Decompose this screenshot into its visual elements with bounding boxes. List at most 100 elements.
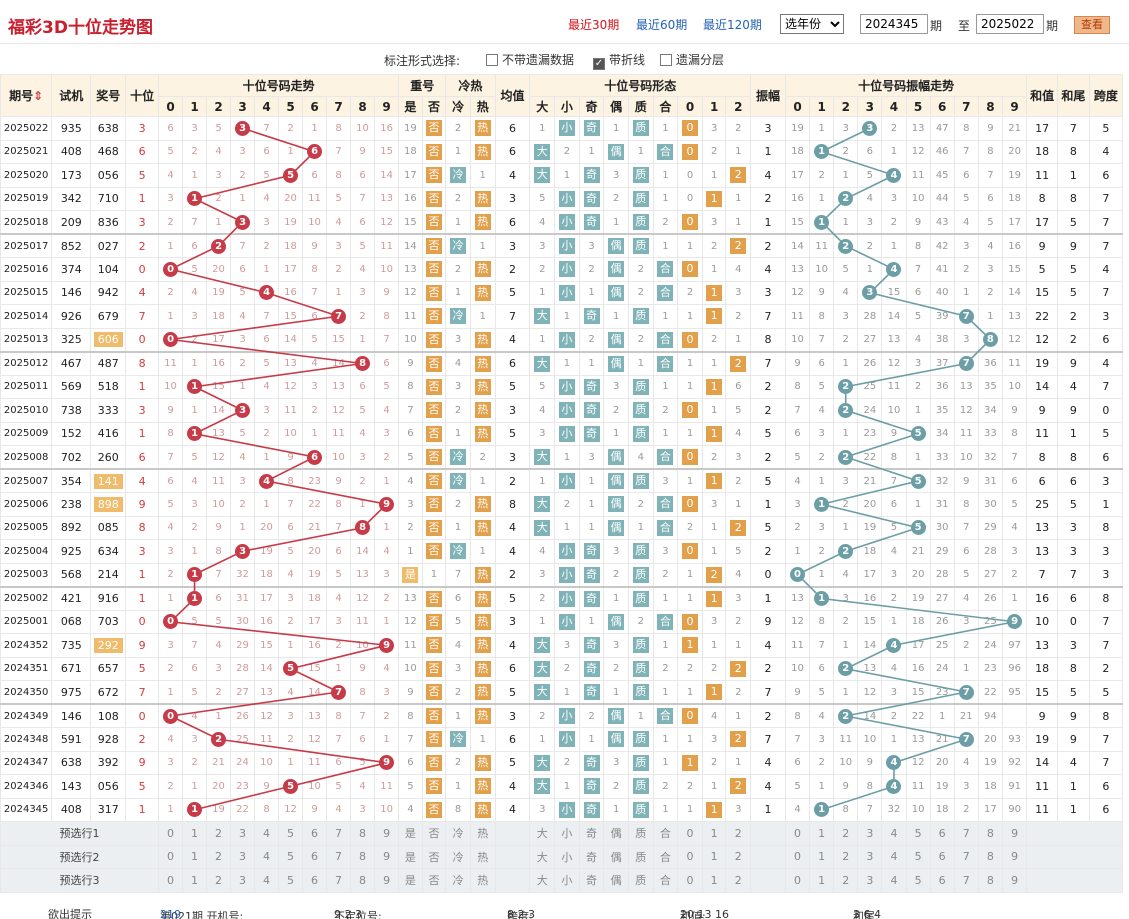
preselect-digit[interactable]: 3 <box>230 868 256 893</box>
preselect-amp-digit[interactable]: 8 <box>977 844 1003 869</box>
preselect-opt[interactable]: 奇 <box>578 844 605 869</box>
preselect-opt[interactable]: 热 <box>469 868 496 893</box>
preselect-amp-digit[interactable]: 2 <box>833 821 859 846</box>
preselect-opt[interactable]: 大 <box>529 868 556 893</box>
preselect-opt[interactable]: 热 <box>469 844 496 869</box>
preselect-digit[interactable]: 3 <box>230 821 256 846</box>
preselect-amp-digit[interactable]: 9 <box>1001 868 1028 893</box>
preselect-amp-digit[interactable]: 3 <box>857 844 883 869</box>
preselect-opt[interactable]: 否 <box>421 868 447 893</box>
to-issue-input[interactable] <box>976 14 1044 34</box>
preselect-opt[interactable]: 2 <box>725 821 752 846</box>
preselect-amp-digit[interactable]: 8 <box>977 868 1003 893</box>
preselect-opt[interactable]: 热 <box>469 821 496 846</box>
preselect-digit[interactable]: 1 <box>182 821 208 846</box>
preselect-amp-digit[interactable]: 1 <box>809 844 835 869</box>
preselect-opt[interactable]: 合 <box>652 844 679 869</box>
preselect-opt[interactable]: 小 <box>554 868 580 893</box>
preselect-opt[interactable]: 奇 <box>578 868 605 893</box>
preselect-opt[interactable]: 否 <box>421 844 447 869</box>
preselect-amp-digit[interactable]: 0 <box>784 868 811 893</box>
preselect-amp-digit[interactable]: 1 <box>809 868 835 893</box>
preselect-row[interactable]: 预选行3 0 1 2 3 4 5 6 7 8 9 是否冷热大小奇偶质合 0 1 2 0 1 2 3 4 5 6 7 8 9 <box>0 868 1123 893</box>
preselect-amp-digit[interactable]: 6 <box>929 821 955 846</box>
preselect-digit[interactable]: 5 <box>278 844 304 869</box>
preselect-digit[interactable]: 2 <box>206 844 232 869</box>
preselect-digit[interactable]: 0 <box>158 868 184 893</box>
preselect-amp-digit[interactable]: 9 <box>1001 844 1028 869</box>
line-checkbox[interactable]: ✓ 带折线 <box>593 53 646 70</box>
preselect-amp-digit[interactable]: 7 <box>953 868 979 893</box>
preselect-opt[interactable]: 冷 <box>445 821 471 846</box>
preselect-digit[interactable]: 5 <box>278 821 304 846</box>
preselect-digit[interactable]: 0 <box>158 844 184 869</box>
preselect-amp-digit[interactable]: 3 <box>857 821 883 846</box>
preselect-digit[interactable]: 3 <box>230 844 256 869</box>
preselect-digit[interactable]: 6 <box>302 868 328 893</box>
no-miss-checkbox[interactable]: 不带遗漏数据 <box>486 51 574 68</box>
preselect-digit[interactable]: 9 <box>374 844 400 869</box>
preselect-row[interactable]: 预选行1 0 1 2 3 4 5 6 7 8 9 是否冷热大小奇偶质合 0 1 2 0 1 2 3 4 5 6 7 8 9 <box>0 821 1123 846</box>
preselect-opt[interactable]: 2 <box>725 844 752 869</box>
preselect-amp-digit[interactable]: 2 <box>833 868 859 893</box>
year-select[interactable]: 选年份 <box>780 14 844 34</box>
preselect-opt[interactable]: 大 <box>529 844 556 869</box>
preselect-amp-digit[interactable]: 8 <box>977 821 1003 846</box>
preselect-opt[interactable]: 合 <box>652 821 679 846</box>
preselect-digit[interactable]: 8 <box>350 821 376 846</box>
preselect-amp-digit[interactable]: 3 <box>857 868 883 893</box>
preselect-opt[interactable]: 奇 <box>578 821 605 846</box>
preselect-digit[interactable]: 6 <box>302 821 328 846</box>
preselect-digit[interactable]: 8 <box>350 844 376 869</box>
from-issue-input[interactable] <box>860 14 928 34</box>
preselect-opt[interactable]: 小 <box>554 844 580 869</box>
preselect-opt[interactable]: 是 <box>398 868 423 893</box>
col-issue[interactable]: 期号⇕ <box>0 74 53 117</box>
preselect-opt[interactable]: 质 <box>627 844 654 869</box>
preselect-opt[interactable]: 大 <box>529 821 556 846</box>
preselect-opt[interactable]: 偶 <box>603 868 629 893</box>
preselect-opt[interactable]: 合 <box>652 868 679 893</box>
preselect-row[interactable]: 预选行2 0 1 2 3 4 5 6 7 8 9 是否冷热大小奇偶质合 0 1 2 0 1 2 3 4 5 6 7 8 9 <box>0 844 1123 869</box>
preselect-digit[interactable]: 5 <box>278 868 304 893</box>
preselect-amp-digit[interactable]: 4 <box>881 821 907 846</box>
preselect-opt[interactable]: 偶 <box>603 821 629 846</box>
preselect-opt[interactable]: 是 <box>398 821 423 846</box>
preselect-opt[interactable]: 1 <box>701 821 727 846</box>
preselect-amp-digit[interactable]: 9 <box>1001 821 1028 846</box>
preselect-digit[interactable]: 1 <box>182 868 208 893</box>
preselect-digit[interactable]: 4 <box>254 821 280 846</box>
preselect-amp-digit[interactable]: 0 <box>784 844 811 869</box>
preselect-amp-digit[interactable]: 2 <box>833 844 859 869</box>
preselect-digit[interactable]: 4 <box>254 844 280 869</box>
preselect-digit[interactable]: 7 <box>326 868 352 893</box>
preselect-amp-digit[interactable]: 4 <box>881 844 907 869</box>
preselect-amp-digit[interactable]: 1 <box>809 821 835 846</box>
preselect-digit[interactable]: 6 <box>302 844 328 869</box>
preselect-opt[interactable]: 偶 <box>603 844 629 869</box>
preselect-amp-digit[interactable]: 4 <box>881 868 907 893</box>
preselect-opt[interactable]: 2 <box>725 868 752 893</box>
preselect-opt[interactable]: 冷 <box>445 844 471 869</box>
preselect-amp-digit[interactable]: 5 <box>905 821 931 846</box>
preselect-digit[interactable]: 9 <box>374 868 400 893</box>
preselect-digit[interactable]: 0 <box>158 821 184 846</box>
recent-30-link[interactable]: 最近30期 <box>568 18 620 32</box>
preselect-opt[interactable]: 1 <box>701 868 727 893</box>
preselect-digit[interactable]: 4 <box>254 868 280 893</box>
preselect-digit[interactable]: 1 <box>182 844 208 869</box>
preselect-opt[interactable]: 0 <box>677 868 703 893</box>
preselect-digit[interactable]: 2 <box>206 821 232 846</box>
preselect-digit[interactable]: 2 <box>206 868 232 893</box>
preselect-opt[interactable]: 冷 <box>445 868 471 893</box>
preselect-digit[interactable]: 7 <box>326 844 352 869</box>
preselect-amp-digit[interactable]: 7 <box>953 821 979 846</box>
preselect-amp-digit[interactable]: 5 <box>905 868 931 893</box>
preselect-amp-digit[interactable]: 6 <box>929 868 955 893</box>
preselect-opt[interactable]: 0 <box>677 844 703 869</box>
preselect-amp-digit[interactable]: 5 <box>905 844 931 869</box>
preselect-digit[interactable]: 8 <box>350 868 376 893</box>
preselect-digit[interactable]: 7 <box>326 821 352 846</box>
preselect-amp-digit[interactable]: 7 <box>953 844 979 869</box>
preselect-amp-digit[interactable]: 0 <box>784 821 811 846</box>
